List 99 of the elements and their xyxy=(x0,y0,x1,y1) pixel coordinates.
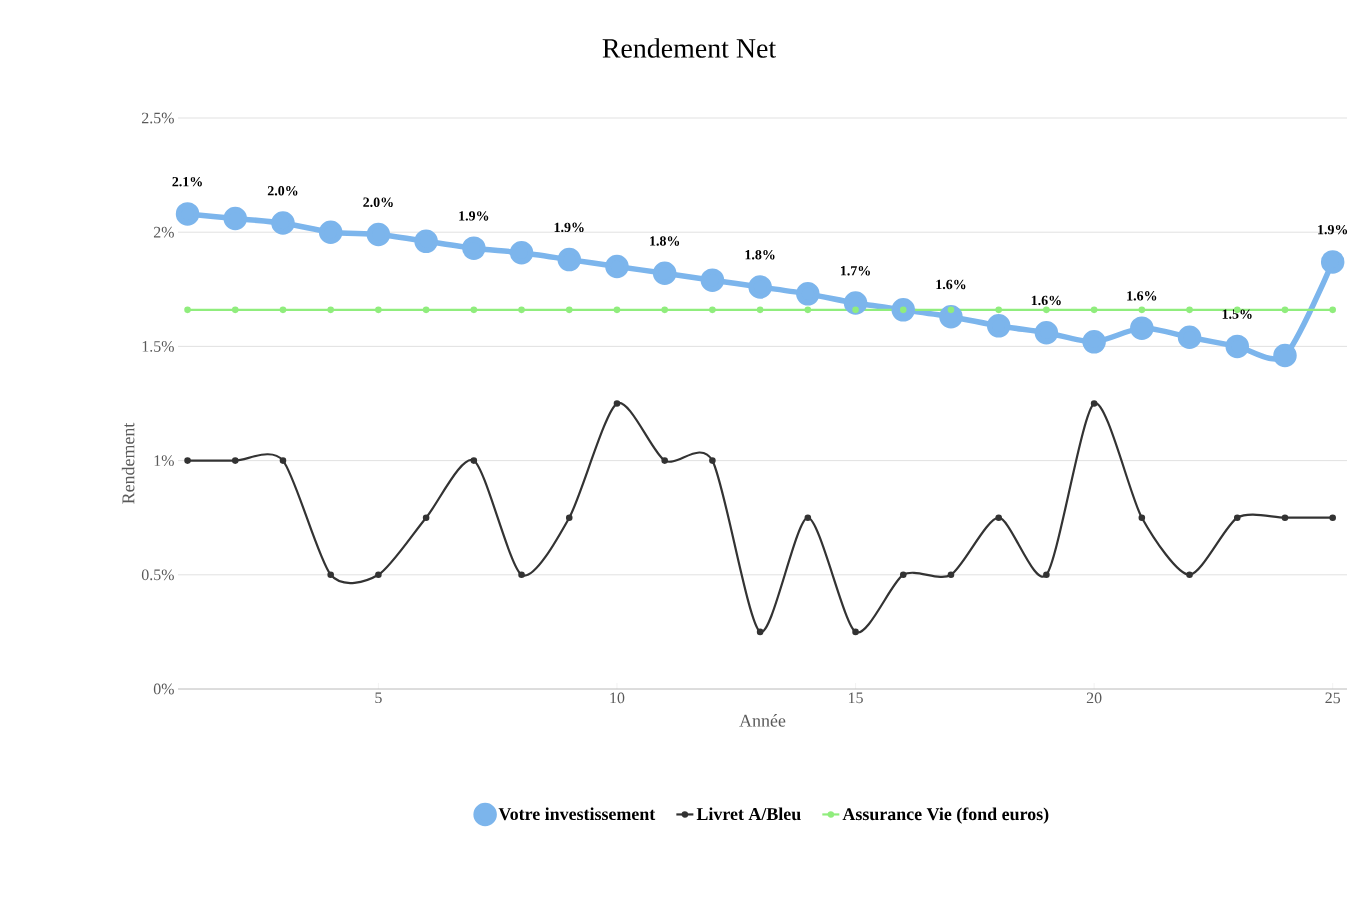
point xyxy=(557,247,582,272)
point xyxy=(986,314,1011,338)
point xyxy=(1138,306,1146,314)
point xyxy=(1320,250,1345,274)
point xyxy=(995,514,1002,521)
legend-label: Votre investissement xyxy=(498,807,656,821)
chart-title: Rendement Net xyxy=(602,38,776,58)
data-label: 1.8% xyxy=(650,236,680,246)
point xyxy=(1082,330,1106,354)
data-label: 1.6% xyxy=(936,279,966,290)
point xyxy=(756,628,764,636)
data-label: 1.8% xyxy=(745,250,775,260)
x-tick-label: 5 xyxy=(375,692,382,704)
point xyxy=(518,571,525,579)
point xyxy=(804,514,812,521)
data-label: 2.1% xyxy=(172,176,202,187)
y-tick-label: 0% xyxy=(153,683,174,695)
y-axis-title: Rendement xyxy=(121,422,135,504)
x-tick-label: 20 xyxy=(1086,692,1102,704)
point xyxy=(509,241,534,265)
point xyxy=(652,261,677,286)
point xyxy=(1090,306,1098,314)
y-tick-label: 2.5% xyxy=(141,112,174,124)
point xyxy=(796,282,820,306)
x-axis-title: Année xyxy=(739,714,786,727)
point xyxy=(1177,325,1202,350)
x-tick-label: 25 xyxy=(1325,692,1341,704)
point xyxy=(709,306,716,314)
point xyxy=(470,306,478,314)
x-tick-label: 10 xyxy=(610,692,625,704)
point xyxy=(1329,306,1336,314)
point xyxy=(422,306,430,314)
data-label: 1.7% xyxy=(840,266,870,276)
legend-label: Assurance Vie (fond euros) xyxy=(842,807,1049,824)
y-tick-label: 2% xyxy=(153,226,174,238)
y-tick-label: 1% xyxy=(154,455,174,466)
point xyxy=(175,202,200,226)
point xyxy=(605,254,629,279)
point xyxy=(518,306,525,314)
point xyxy=(414,229,438,254)
point xyxy=(422,514,430,521)
point xyxy=(327,306,334,314)
point xyxy=(613,400,621,407)
data-label: 1.6% xyxy=(1031,295,1061,306)
point xyxy=(462,236,486,260)
point xyxy=(1281,514,1289,521)
data-label: 2.0% xyxy=(267,186,298,196)
point xyxy=(184,457,191,464)
point xyxy=(1225,334,1250,359)
point xyxy=(1186,571,1193,579)
point xyxy=(613,306,621,314)
point xyxy=(470,457,478,464)
point xyxy=(756,306,764,314)
point xyxy=(1329,514,1336,521)
point xyxy=(565,514,573,521)
point xyxy=(1034,320,1059,345)
point xyxy=(223,206,248,231)
point xyxy=(279,306,287,314)
point xyxy=(748,275,772,299)
data-label: 1.9% xyxy=(1318,224,1348,235)
point xyxy=(271,211,295,235)
point xyxy=(804,306,812,314)
point xyxy=(375,306,382,314)
point xyxy=(1090,400,1098,407)
point xyxy=(700,268,725,292)
point xyxy=(661,457,668,464)
point xyxy=(279,457,287,464)
point xyxy=(947,571,955,579)
point xyxy=(327,571,334,579)
point xyxy=(366,222,391,247)
y-tick-label: 1.5% xyxy=(142,340,174,352)
point xyxy=(1273,343,1297,368)
point xyxy=(318,220,343,244)
point xyxy=(1186,306,1193,314)
point xyxy=(1281,306,1289,314)
point xyxy=(565,306,573,314)
legend-label: Livret A/Bleu xyxy=(696,807,801,821)
data-label: 1.6% xyxy=(1127,291,1157,301)
point xyxy=(231,457,239,464)
point xyxy=(1043,306,1050,314)
point xyxy=(1043,571,1050,579)
point xyxy=(661,306,668,314)
point xyxy=(899,571,907,579)
data-label: 1.9% xyxy=(554,222,584,233)
point xyxy=(852,628,859,636)
point xyxy=(852,306,859,314)
point xyxy=(1130,316,1154,340)
x-tick-label: 15 xyxy=(848,692,863,704)
point xyxy=(709,457,716,464)
point xyxy=(947,306,955,314)
point xyxy=(995,306,1002,314)
y-tick-label: 0.5% xyxy=(141,569,174,581)
point xyxy=(1233,514,1241,521)
point xyxy=(1138,514,1146,521)
point xyxy=(375,571,382,579)
data-label: 2.0% xyxy=(363,197,393,207)
data-label: 1.9% xyxy=(459,211,489,221)
point xyxy=(231,306,239,314)
point xyxy=(184,306,191,314)
